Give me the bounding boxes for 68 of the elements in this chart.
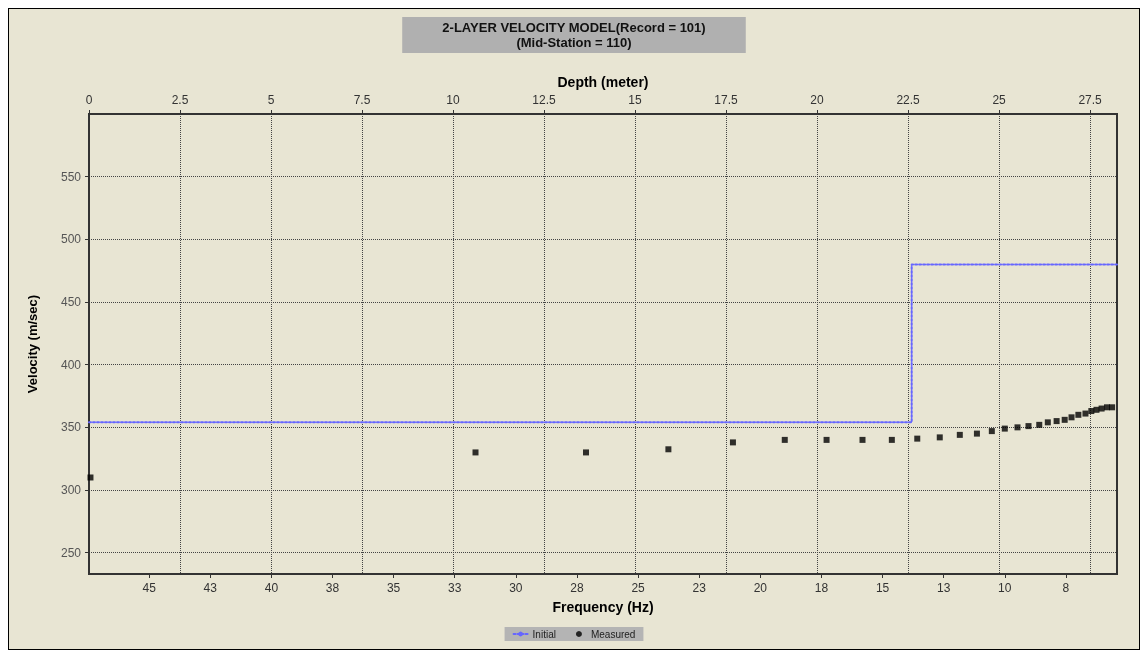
point <box>1082 410 1089 417</box>
point <box>472 449 479 456</box>
chart-subtitle: (Mid-Station = 110) <box>516 35 632 50</box>
point <box>1093 406 1100 413</box>
point <box>729 439 736 446</box>
y-tick-label: 450 <box>60 295 82 310</box>
x2-tick-label: 15 <box>628 93 643 107</box>
x-tick-label: 23 <box>692 581 707 595</box>
x-tick-label: 35 <box>386 581 401 595</box>
y-tick-label: 300 <box>60 483 82 498</box>
point <box>1014 424 1021 431</box>
x-tick-label: 38 <box>325 581 340 595</box>
y-axis-title: Velocity (m/sec) <box>25 294 40 394</box>
point <box>1109 404 1116 411</box>
point <box>936 434 943 441</box>
x-tick-label: 20 <box>753 581 768 595</box>
x2-tick-label: 25 <box>992 93 1007 107</box>
point <box>888 436 895 443</box>
point <box>1044 419 1051 426</box>
x2-tick-label: 22.5 <box>896 93 921 107</box>
x2-tick-label: 27.5 <box>1078 93 1103 107</box>
point <box>583 449 590 456</box>
x-tick-label: 45 <box>142 581 157 595</box>
x-tick-label: 18 <box>814 581 829 595</box>
x-tick-label: 8 <box>1062 581 1070 595</box>
point <box>1053 418 1060 425</box>
point <box>1075 411 1082 418</box>
legend-label: Initial <box>532 628 556 640</box>
y-tick-label: 550 <box>60 169 82 184</box>
x-axis-title: Frequency (Hz) <box>552 599 654 615</box>
point <box>87 474 94 481</box>
point <box>988 428 995 435</box>
x-tick-label: 40 <box>264 581 279 595</box>
x2-tick-label: 2.5 <box>171 93 189 107</box>
point <box>1061 416 1068 423</box>
point <box>665 446 672 453</box>
x2-tick-label: 20 <box>810 93 825 107</box>
x2-tick-label: 17.5 <box>714 93 739 107</box>
x2-tick-label: 12.5 <box>532 93 557 107</box>
x-tick-label: 15 <box>875 581 890 595</box>
point <box>956 431 963 438</box>
x-tick-label: 28 <box>570 581 584 595</box>
x-tick-label: 13 <box>936 581 951 595</box>
chart-title: 2-LAYER VELOCITY MODEL(Record = 101) <box>442 20 706 35</box>
y-tick-label: 350 <box>60 420 82 435</box>
y-tick-label: 250 <box>60 545 82 560</box>
x-tick-label: 25 <box>631 581 646 595</box>
x2-tick-label: 10 <box>446 93 461 107</box>
x2-tick-label: 7.5 <box>353 93 371 107</box>
x-tick-label: 33 <box>448 581 462 595</box>
point <box>1068 414 1075 421</box>
point <box>1025 423 1032 430</box>
point <box>781 436 788 443</box>
legend-label: Measured <box>590 628 636 640</box>
point <box>1001 425 1008 432</box>
x2-axis-title: Depth (meter) <box>557 74 649 91</box>
point <box>859 436 866 443</box>
x2-tick-label: 5 <box>267 93 275 107</box>
x-tick-label: 30 <box>509 581 523 595</box>
x-tick-label: 10 <box>998 581 1012 595</box>
y-tick-label: 400 <box>60 357 82 372</box>
point <box>973 430 980 437</box>
y-tick-label: 500 <box>60 232 82 247</box>
x-tick-label: 43 <box>203 581 218 595</box>
point <box>914 435 921 442</box>
point <box>823 436 830 443</box>
point <box>1036 421 1043 428</box>
x2-tick-label: 0 <box>85 93 93 107</box>
